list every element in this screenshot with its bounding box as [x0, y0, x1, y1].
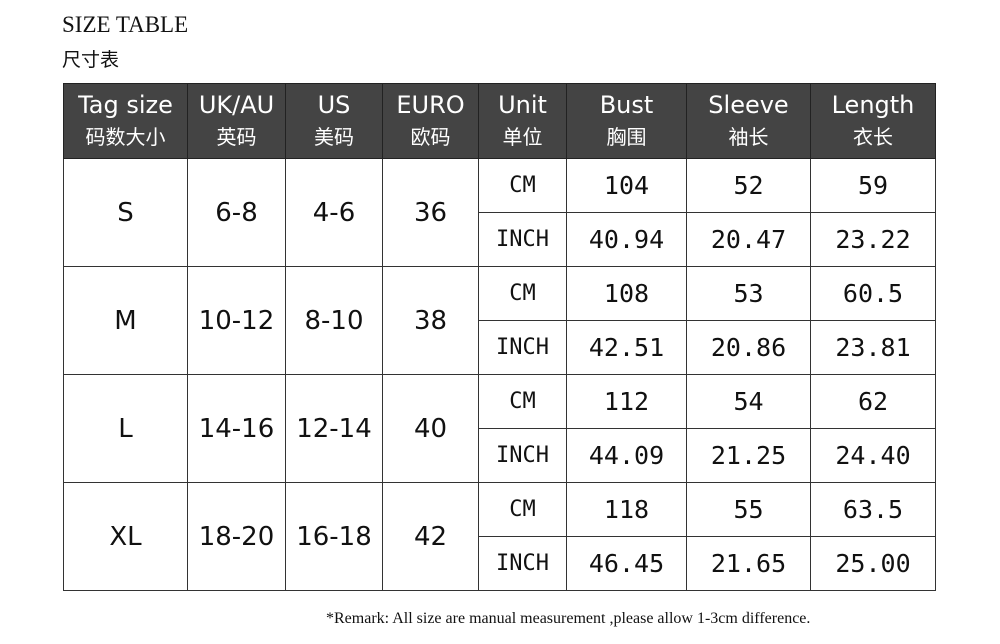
header-en: Tag size [78, 91, 173, 119]
bust-cell: 46.45 [566, 536, 687, 591]
sleeve-cell: 21.65 [686, 536, 811, 591]
bust-cell: 112 [566, 374, 687, 429]
us-cell: 8-10 [285, 266, 383, 375]
bust-cell: 44.09 [566, 428, 687, 483]
column-header: Length 衣长 [810, 83, 936, 159]
length-cell: 59 [810, 158, 936, 213]
uk-cell: 14-16 [187, 374, 286, 483]
us-cell: 16-18 [285, 482, 383, 591]
header-zh: 欧码 [410, 125, 451, 149]
length-cell: 63.5 [810, 482, 936, 537]
header-zh: 胸围 [606, 125, 647, 149]
table-row: M 10-12 8-10 38 CM 108 53 60.5 [63, 266, 936, 375]
us-cell: 12-14 [285, 374, 383, 483]
uk-cell: 6-8 [187, 158, 286, 267]
size-cell: S [63, 158, 188, 267]
euro-cell: 36 [382, 158, 479, 267]
column-header: EURO 欧码 [382, 83, 479, 159]
header-zh: 袖长 [728, 125, 769, 149]
sleeve-cell: 52 [686, 158, 811, 213]
size-cell: M [63, 266, 188, 375]
table-row: XL 18-20 16-18 42 CM 118 55 63.5 [63, 482, 936, 591]
table-row: INCH 44.09 21.25 24.40 [64, 428, 936, 483]
table-row: L 14-16 12-14 40 CM 112 54 62 [63, 374, 936, 483]
column-header: Bust 胸围 [566, 83, 687, 159]
unit-cell: CM [478, 158, 567, 213]
size-cell: XL [63, 482, 188, 591]
length-cell: 23.22 [810, 212, 936, 267]
bust-cell: 108 [566, 266, 687, 321]
table-row: INCH 46.45 21.65 25.00 [64, 536, 936, 591]
header-zh: 衣长 [853, 125, 893, 149]
page-title: SIZE TABLE [62, 12, 189, 37]
euro-cell: 40 [382, 374, 479, 483]
table-row: S 6-8 4-6 36 CM 104 52 59 [63, 158, 936, 267]
length-cell: 24.40 [810, 428, 936, 483]
sleeve-cell: 21.25 [686, 428, 811, 483]
sleeve-cell: 20.47 [686, 212, 811, 267]
header-en: Length [831, 91, 915, 119]
length-cell: 60.5 [810, 266, 936, 321]
unit-cell: CM [478, 266, 567, 321]
column-header: Sleeve 袖长 [686, 83, 811, 159]
header-en: US [317, 91, 351, 119]
column-header: Tag size 码数大小 [63, 83, 188, 159]
column-header: Unit 单位 [478, 83, 567, 159]
header-zh: 单位 [502, 125, 543, 149]
unit-cell: CM [478, 374, 567, 429]
header-row: Tag size 码数大小 UK/AU 英码 US 美码 EURO 欧码 Unit 单位 Bust 胸… [63, 83, 936, 159]
unit-cell: INCH [478, 428, 567, 483]
length-cell: 23.81 [810, 320, 936, 375]
header-en: EURO [396, 91, 465, 119]
unit-cell: INCH [478, 536, 567, 591]
bust-cell: 118 [566, 482, 687, 537]
header-en: Bust [599, 91, 654, 119]
unit-cell: INCH [478, 212, 567, 267]
bust-cell: 104 [566, 158, 687, 213]
column-header: US 美码 [285, 83, 383, 159]
uk-cell: 10-12 [187, 266, 286, 375]
size-cell: L [63, 374, 188, 483]
header-zh: 码数大小 [85, 125, 166, 149]
bust-cell: 40.94 [566, 212, 687, 267]
column-header: UK/AU 英码 [187, 83, 286, 159]
header-en: Unit [498, 91, 547, 119]
header-zh: 美码 [314, 125, 354, 149]
length-cell: 62 [810, 374, 936, 429]
header-zh: 英码 [216, 125, 257, 149]
unit-cell: CM [478, 482, 567, 537]
euro-cell: 38 [382, 266, 479, 375]
bust-cell: 42.51 [566, 320, 687, 375]
uk-cell: 18-20 [187, 482, 286, 591]
header-en: UK/AU [198, 91, 275, 119]
sleeve-cell: 53 [686, 266, 811, 321]
length-cell: 25.00 [810, 536, 936, 591]
size-table: Tag size 码数大小 UK/AU 英码 US 美码 EURO 欧码 Unit 单位 Bust 胸… [63, 83, 936, 591]
page-subtitle: 尺寸表 [62, 49, 120, 71]
euro-cell: 42 [382, 482, 479, 591]
header-en: Sleeve [708, 91, 789, 119]
remark-note: *Remark: All size are manual measurement… [326, 610, 811, 627]
sleeve-cell: 20.86 [686, 320, 811, 375]
sleeve-cell: 55 [686, 482, 811, 537]
us-cell: 4-6 [285, 158, 383, 267]
sleeve-cell: 54 [686, 374, 811, 429]
unit-cell: INCH [478, 320, 567, 375]
